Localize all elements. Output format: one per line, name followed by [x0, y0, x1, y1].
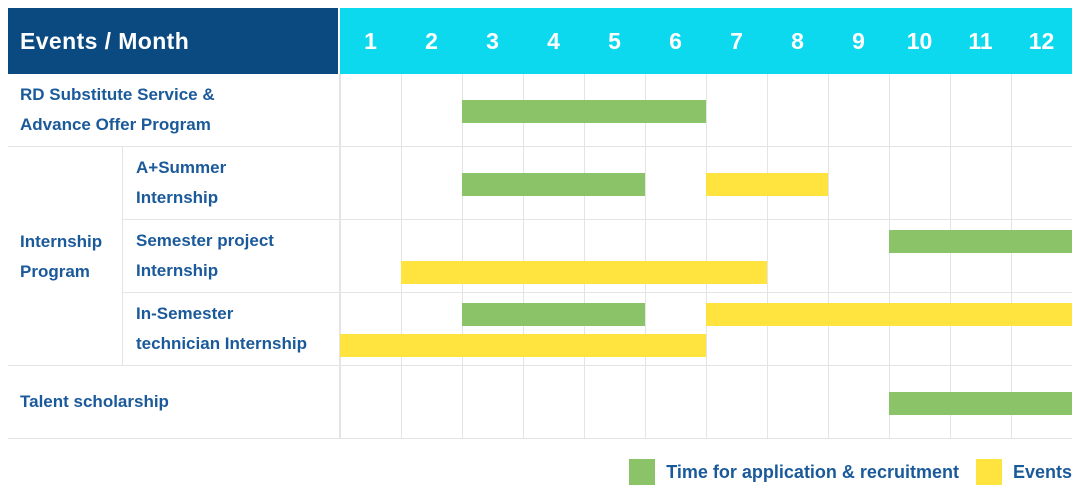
gantt-bar-yellow: [706, 303, 1072, 326]
month-header-cell: 8: [791, 28, 804, 54]
gantt-bar-yellow: [706, 173, 828, 196]
row-chart: [340, 74, 1072, 147]
legend: Time for application & recruitment Event…: [629, 459, 1072, 485]
row-label: Semester project Internship: [122, 220, 340, 293]
month-header-cell: 11: [968, 28, 993, 54]
group-label-cell: [8, 293, 122, 366]
legend-swatch-yellow: [975, 459, 1002, 485]
gantt-row: Talent scholarship: [8, 366, 1072, 439]
month-header-cell: 4: [547, 28, 560, 54]
row-label-line: RD Substitute Service &: [20, 85, 215, 104]
gantt-row: RD Substitute Service & Advance Offer Pro…: [8, 74, 1072, 147]
month-header-cell: 10: [906, 28, 933, 54]
month-header-cell: 1: [364, 28, 377, 54]
gantt-bar-green: [462, 100, 706, 123]
table-header-row: Events / Month 1 2 3 4 5 6 7 8 9 10 11 12: [8, 8, 1072, 74]
month-header-cell: 9: [852, 28, 865, 54]
group-label-cell: [8, 147, 122, 220]
gantt-table: Events / Month 1 2 3 4 5 6 7 8 9 10 11 12 RD Substi…: [8, 8, 1072, 439]
row-chart: [340, 366, 1072, 439]
row-label: A+Summer Internship: [122, 147, 340, 220]
gantt-body: RD Substitute Service & Advance Offer Pro…: [8, 74, 1072, 439]
row-chart: [340, 220, 1072, 293]
gantt-row: In-Semester technician Internship: [8, 293, 1072, 366]
row-label-line: A+Summer: [136, 158, 227, 177]
row-label-line: Advance Offer Program: [20, 115, 211, 134]
row-chart: [340, 147, 1072, 220]
row-chart: [340, 293, 1072, 366]
gantt-row: Internship Program Semester project Intern…: [8, 220, 1072, 293]
row-label: RD Substitute Service & Advance Offer Pro…: [8, 74, 340, 147]
legend-label-application-recruitment: Time for application & recruitment: [666, 461, 959, 482]
row-label-line: Internship: [136, 261, 219, 280]
row-label-line: Talent scholarship: [20, 392, 169, 411]
gantt-bar-green: [462, 173, 645, 196]
month-header-cell: 7: [730, 28, 743, 54]
row-label-line: In-Semester: [136, 304, 234, 323]
month-header-cell: 2: [425, 28, 438, 54]
month-header-cell: 3: [486, 28, 499, 54]
gantt-bar-yellow: [401, 261, 767, 284]
row-label-line: Internship: [136, 188, 219, 207]
gantt-bar-green: [889, 392, 1072, 415]
gantt-bar-green: [889, 230, 1072, 253]
month-header-cell: 5: [608, 28, 621, 54]
row-label: Talent scholarship: [8, 366, 340, 439]
gantt-bar-yellow: [340, 334, 706, 357]
group-label-cell: Internship Program: [20, 231, 103, 281]
month-header-cell: 6: [669, 28, 682, 54]
row-label-line: technician Internship: [136, 334, 307, 353]
legend-swatch-green: [629, 459, 656, 485]
legend-item-events: Events: [975, 459, 1072, 485]
legend-label-events: Events: [1012, 461, 1072, 482]
events-month-title-cell: Events / Month: [8, 8, 340, 74]
gantt-row: A+Summer Internship: [8, 147, 1072, 220]
month-header-cell: 12: [1028, 28, 1055, 54]
row-label: In-Semester technician Internship: [122, 293, 340, 366]
gantt-bar-green: [462, 303, 645, 326]
legend-item-application-recruitment: Time for application & recruitment: [629, 459, 959, 485]
month-header-row: 1 2 3 4 5 6 7 8 9 10 11 12: [340, 8, 1072, 74]
row-label-line: Semester project: [136, 231, 274, 250]
